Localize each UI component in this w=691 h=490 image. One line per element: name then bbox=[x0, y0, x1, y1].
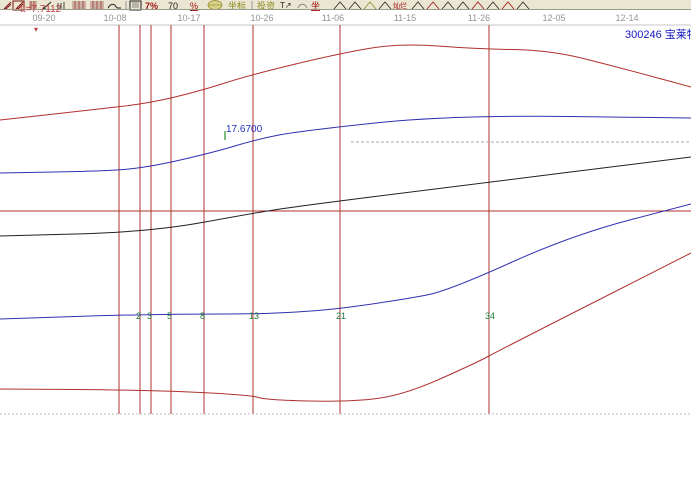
svg-text:17.6700: 17.6700 bbox=[226, 124, 263, 135]
svg-text:灿烂: 灿烂 bbox=[393, 1, 407, 10]
svg-text:5: 5 bbox=[167, 311, 172, 321]
svg-text:11-15: 11-15 bbox=[394, 13, 416, 23]
svg-text:11-06: 11-06 bbox=[322, 13, 344, 23]
svg-text:34: 34 bbox=[485, 311, 495, 321]
svg-text:300246 宝莱特: 300246 宝莱特 bbox=[625, 27, 691, 41]
svg-text:▾: ▾ bbox=[34, 25, 38, 34]
svg-text:T↗: T↗ bbox=[280, 1, 292, 10]
svg-text:21: 21 bbox=[336, 311, 346, 321]
svg-text:10-26: 10-26 bbox=[250, 13, 273, 23]
svg-text:tt=7.7112: tt=7.7112 bbox=[20, 4, 62, 15]
svg-text:11-26: 11-26 bbox=[468, 13, 490, 23]
svg-text:13: 13 bbox=[249, 311, 259, 321]
svg-text:12-05: 12-05 bbox=[542, 13, 565, 23]
svg-text:2: 2 bbox=[136, 311, 141, 321]
svg-text:10-08: 10-08 bbox=[103, 13, 126, 23]
svg-text:12-14: 12-14 bbox=[615, 13, 638, 23]
svg-text:10-17: 10-17 bbox=[177, 13, 200, 23]
svg-text:8: 8 bbox=[200, 311, 205, 321]
svg-text:3: 3 bbox=[147, 311, 152, 321]
